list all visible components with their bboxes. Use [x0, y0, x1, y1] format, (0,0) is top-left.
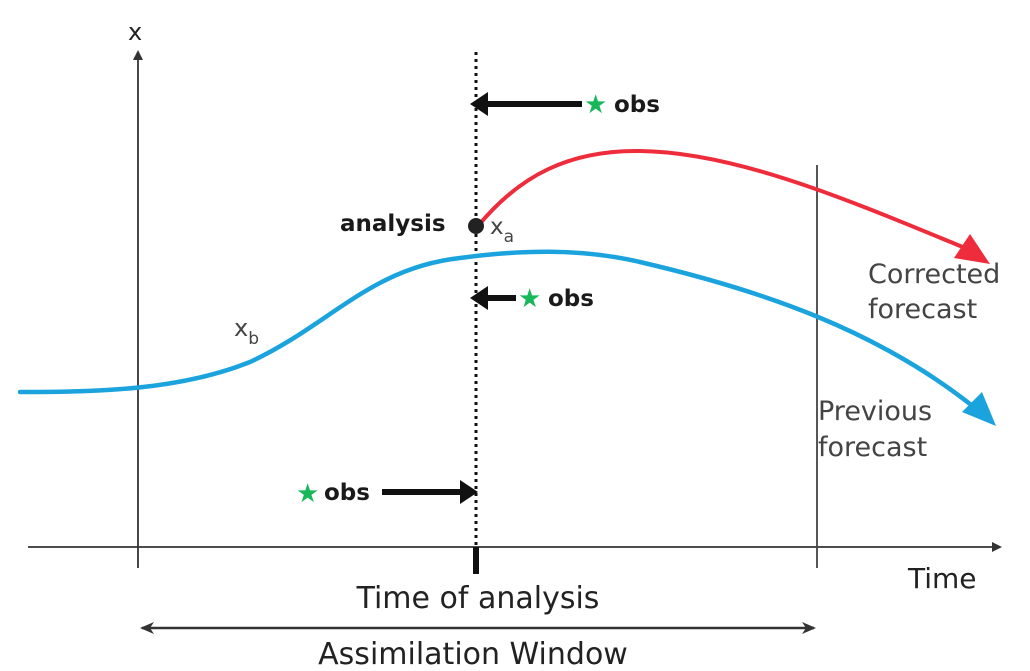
observation-1: ★ obs [470, 90, 660, 120]
xa-label: xa [490, 214, 514, 247]
obs-arrowhead-icon [460, 480, 478, 504]
observation-2: ★ obs [470, 284, 594, 314]
y-axis-label: x [128, 18, 142, 46]
xb-label: xb [234, 314, 259, 349]
obs-label: obs [614, 92, 660, 118]
corrected-forecast-label: Corrected forecast [868, 259, 1009, 325]
previous-forecast-label: Previous forecast [818, 396, 941, 463]
xa-subscript: a [504, 227, 514, 247]
obs-star-icon: ★ [296, 479, 319, 509]
previous-forecast-curve [17, 249, 983, 415]
corrected-forecast-arrowhead [954, 234, 990, 264]
obs-label: obs [548, 286, 594, 312]
analysis-point [468, 218, 484, 234]
obs-label: obs [324, 480, 370, 506]
obs-arrowhead-icon [470, 286, 488, 310]
obs-arrowhead-icon [470, 92, 488, 116]
xb-subscript: b [248, 329, 259, 349]
x-axis-label: Time [907, 562, 977, 595]
time-of-analysis-label: Time of analysis [356, 581, 600, 616]
previous-forecast-arrowhead [962, 392, 996, 426]
analysis-label: analysis [340, 211, 446, 237]
observation-3: ★ obs [296, 479, 478, 509]
corrected-forecast-curve [476, 148, 972, 252]
assimilation-window-label: Assimilation Window [318, 637, 628, 671]
obs-star-icon: ★ [584, 90, 607, 120]
obs-star-icon: ★ [518, 284, 541, 314]
